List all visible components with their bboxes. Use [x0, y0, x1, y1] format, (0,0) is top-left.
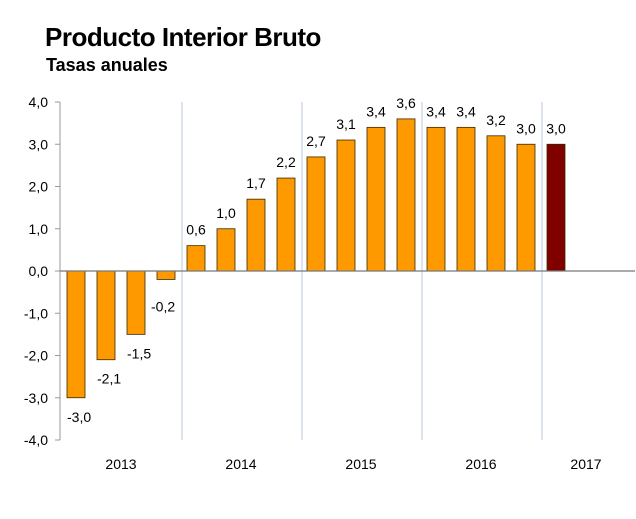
chart-subtitle: Tasas anuales [46, 55, 168, 75]
bar [486, 135, 506, 272]
y-tick-label: -3,0 [24, 390, 48, 406]
bar [366, 126, 386, 272]
bar [156, 270, 176, 280]
data-label: 3,4 [366, 103, 386, 119]
data-label: 3,6 [396, 95, 416, 111]
data-label: 0,6 [186, 222, 206, 238]
data-label: 2,7 [306, 133, 326, 149]
bar [396, 118, 416, 272]
bar [516, 143, 536, 272]
data-label: 3,0 [516, 120, 536, 136]
y-tick-label: 3,0 [29, 136, 49, 152]
bar [336, 139, 356, 272]
bar [96, 270, 116, 361]
x-category-label: 2014 [225, 456, 256, 472]
y-tick-label: 4,0 [29, 94, 49, 110]
bar [306, 156, 326, 272]
data-label: 3,1 [336, 116, 356, 132]
data-label: -1,5 [127, 345, 151, 361]
y-tick-label: -1,0 [24, 305, 48, 321]
data-label: 3,4 [426, 103, 446, 119]
bar [426, 126, 446, 272]
x-category-label: 2017 [570, 456, 601, 472]
y-tick-label: -2,0 [24, 348, 48, 364]
y-tick-label: -4,0 [24, 432, 48, 448]
data-label: 2,2 [276, 154, 296, 170]
bar [216, 228, 236, 272]
x-category-label: 2016 [465, 456, 496, 472]
bar [126, 270, 146, 335]
bar [186, 245, 206, 272]
data-label: 1,0 [216, 205, 236, 221]
data-label: -0,2 [151, 298, 175, 314]
bar [456, 126, 476, 272]
data-label: 1,7 [246, 175, 266, 191]
x-category-label: 2013 [105, 456, 136, 472]
data-label: 3,4 [456, 103, 476, 119]
data-label: 3,2 [486, 112, 506, 128]
y-tick-label: 0,0 [29, 263, 49, 279]
data-label: 3,0 [546, 120, 566, 136]
bar [546, 143, 566, 272]
chart-title: Producto Interior Bruto [45, 22, 321, 52]
y-tick-label: 1,0 [29, 221, 49, 237]
bar [276, 177, 296, 272]
bar [66, 270, 86, 399]
data-label: -3,0 [67, 409, 91, 425]
y-tick-label: 2,0 [29, 179, 49, 195]
data-label: -2,1 [97, 371, 121, 387]
bar [246, 198, 266, 272]
x-category-label: 2015 [345, 456, 376, 472]
